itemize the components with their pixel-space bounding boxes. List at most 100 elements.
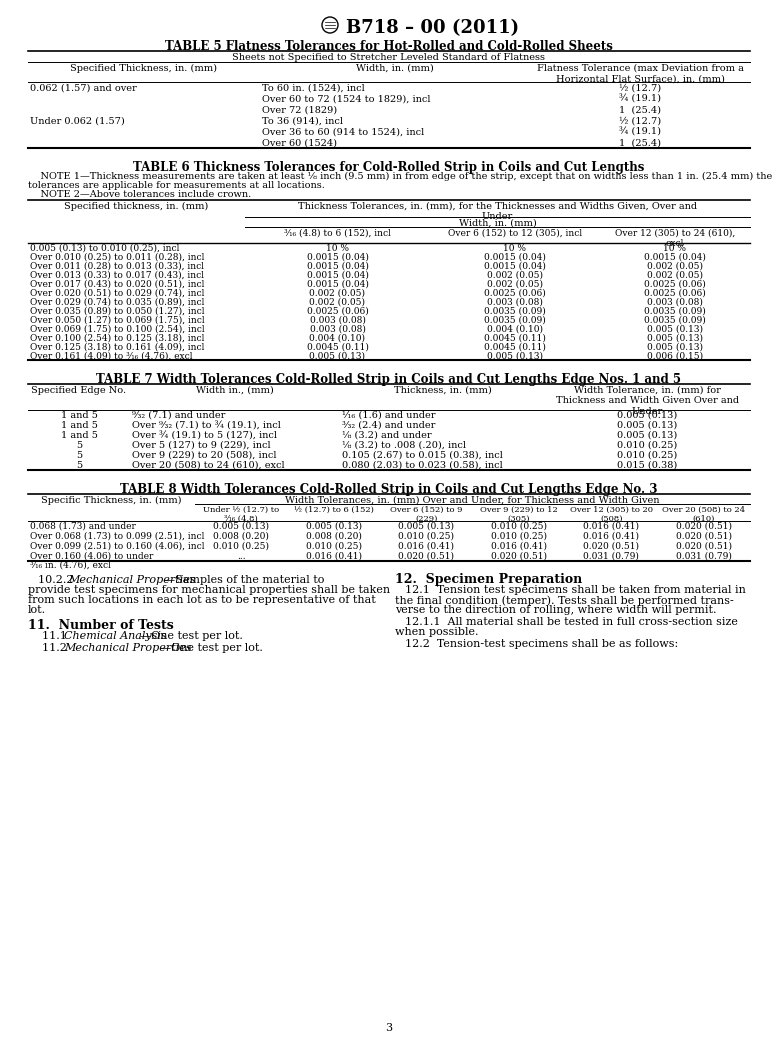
Text: Over 5 (127) to 9 (229), incl: Over 5 (127) to 9 (229), incl (132, 441, 271, 450)
Text: TABLE 8 Width Tolerances Cold-Rolled Strip in Coils and Cut Lengths Edge No. 3: TABLE 8 Width Tolerances Cold-Rolled Str… (121, 483, 657, 496)
Text: 0.031 (0.79): 0.031 (0.79) (584, 552, 640, 561)
Text: Under ½ (12.7) to
³⁄₁₆ (4.8): Under ½ (12.7) to ³⁄₁₆ (4.8) (203, 506, 279, 523)
Text: 0.068 (1.73) and under: 0.068 (1.73) and under (30, 522, 136, 531)
Text: 0.016 (0.41): 0.016 (0.41) (584, 532, 640, 541)
Text: 0.003 (0.08): 0.003 (0.08) (310, 325, 366, 334)
Text: from such locations in each lot as to be representative of that: from such locations in each lot as to be… (28, 595, 376, 605)
Text: 0.008 (0.20): 0.008 (0.20) (306, 532, 362, 541)
Text: 0.002 (0.05): 0.002 (0.05) (487, 271, 543, 280)
Text: Mechanical Properties: Mechanical Properties (68, 575, 195, 585)
Text: Over 60 (1524): Over 60 (1524) (262, 138, 337, 148)
Text: Under 0.062 (1.57): Under 0.062 (1.57) (30, 117, 124, 126)
Text: 0.0035 (0.09): 0.0035 (0.09) (644, 307, 706, 316)
Text: Over 60 to 72 (1524 to 1829), incl: Over 60 to 72 (1524 to 1829), incl (262, 95, 430, 103)
Text: ³⁄₃₂ (2.4) and under: ³⁄₃₂ (2.4) and under (342, 421, 436, 430)
Text: ½ (12.7): ½ (12.7) (619, 117, 661, 126)
Text: 0.010 (0.25): 0.010 (0.25) (491, 522, 547, 531)
Text: —One test per lot.: —One test per lot. (140, 631, 243, 641)
Text: 1 and 5: 1 and 5 (61, 411, 97, 420)
Text: ...: ... (237, 552, 246, 561)
Text: 0.016 (0.41): 0.016 (0.41) (306, 552, 362, 561)
Text: 0.0015 (0.04): 0.0015 (0.04) (644, 253, 706, 262)
Text: 0.002 (0.05): 0.002 (0.05) (310, 289, 366, 298)
Text: 0.0045 (0.11): 0.0045 (0.11) (484, 334, 546, 342)
Text: 5: 5 (76, 441, 82, 450)
Text: Mechanical Properties: Mechanical Properties (64, 643, 191, 653)
Text: NOTE 2—Above tolerances include crown.: NOTE 2—Above tolerances include crown. (28, 191, 251, 199)
Text: 5: 5 (76, 451, 82, 460)
Text: 0.003 (0.08): 0.003 (0.08) (310, 316, 366, 325)
Text: 0.0025 (0.06): 0.0025 (0.06) (484, 289, 546, 298)
Text: Over 0.161 (4.09) to ³⁄₁₆ (4.76), excl: Over 0.161 (4.09) to ³⁄₁₆ (4.76), excl (30, 352, 192, 361)
Text: NOTE 1—Thickness measurements are taken at least ⅛ inch (9.5 mm) in from edge of: NOTE 1—Thickness measurements are taken … (28, 172, 773, 181)
Text: ⁹⁄₃₂ (7.1) and under: ⁹⁄₃₂ (7.1) and under (132, 411, 226, 420)
Text: B718 – 00 (2011): B718 – 00 (2011) (346, 19, 519, 37)
Text: 0.005 (0.13): 0.005 (0.13) (306, 522, 362, 531)
Text: 0.020 (0.51): 0.020 (0.51) (676, 542, 732, 551)
Text: Over 9 (229) to 20 (508), incl: Over 9 (229) to 20 (508), incl (132, 451, 276, 460)
Text: 0.016 (0.41): 0.016 (0.41) (398, 542, 454, 551)
Text: Over 0.013 (0.33) to 0.017 (0.43), incl: Over 0.013 (0.33) to 0.017 (0.43), incl (30, 271, 204, 280)
Text: Over 0.050 (1.27) to 0.069 (1.75), incl: Over 0.050 (1.27) to 0.069 (1.75), incl (30, 316, 205, 325)
Text: ⅛ (3.2) to .008 (.20), incl: ⅛ (3.2) to .008 (.20), incl (342, 441, 466, 450)
Text: ³⁄₁₆ in. (4.76), excl: ³⁄₁₆ in. (4.76), excl (30, 561, 111, 570)
Text: Over 6 (152) to 12 (305), incl: Over 6 (152) to 12 (305), incl (448, 229, 582, 237)
Text: 11.1: 11.1 (42, 631, 74, 641)
Text: TABLE 5 Flatness Tolerances for Hot-Rolled and Cold-Rolled Sheets: TABLE 5 Flatness Tolerances for Hot-Roll… (165, 40, 613, 53)
Text: Specific Thickness, in. (mm): Specific Thickness, in. (mm) (41, 496, 182, 505)
Text: 0.010 (0.25): 0.010 (0.25) (491, 532, 547, 541)
Text: 12.2  Tension-test specimens shall be as follows:: 12.2 Tension-test specimens shall be as … (405, 639, 678, 649)
Text: Over 0.017 (0.43) to 0.020 (0.51), incl: Over 0.017 (0.43) to 0.020 (0.51), incl (30, 280, 205, 289)
Text: Over 0.160 (4.06) to under: Over 0.160 (4.06) to under (30, 552, 153, 561)
Text: 0.0025 (0.06): 0.0025 (0.06) (644, 289, 706, 298)
Text: 0.002 (0.05): 0.002 (0.05) (647, 271, 703, 280)
Text: 5: 5 (76, 461, 82, 469)
Text: 0.005 (0.13): 0.005 (0.13) (647, 325, 703, 334)
Text: Over 0.029 (0.74) to 0.035 (0.89), incl: Over 0.029 (0.74) to 0.035 (0.89), incl (30, 298, 205, 307)
Text: 0.010 (0.25): 0.010 (0.25) (213, 542, 269, 551)
Text: Over 12 (305) to 20
(508): Over 12 (305) to 20 (508) (569, 506, 653, 523)
Text: 0.005 (0.13): 0.005 (0.13) (487, 352, 543, 361)
Text: Specified thickness, in. (mm): Specified thickness, in. (mm) (65, 202, 209, 211)
Text: 0.004 (0.10): 0.004 (0.10) (310, 334, 366, 342)
Text: 0.016 (0.41): 0.016 (0.41) (584, 522, 640, 531)
Text: the final condition (temper). Tests shall be performed trans-: the final condition (temper). Tests shal… (395, 595, 734, 606)
Text: 3: 3 (385, 1023, 393, 1033)
Text: ½ (12.7): ½ (12.7) (619, 83, 661, 93)
Text: 0.020 (0.51): 0.020 (0.51) (676, 532, 732, 541)
Text: To 60 in. (1524), incl: To 60 in. (1524), incl (262, 83, 365, 93)
Text: Width in., (mm): Width in., (mm) (196, 386, 274, 395)
Text: Sheets not Specified to Stretcher Leveled Standard of Flatness: Sheets not Specified to Stretcher Levele… (233, 53, 545, 62)
Text: ¾ (19.1): ¾ (19.1) (619, 127, 661, 136)
Text: 0.005 (0.13): 0.005 (0.13) (310, 352, 366, 361)
Text: 1  (25.4): 1 (25.4) (619, 138, 661, 148)
Text: ½ (12.7) to 6 (152): ½ (12.7) to 6 (152) (294, 506, 373, 513)
Text: 0.062 (1.57) and over: 0.062 (1.57) and over (30, 83, 137, 93)
Text: 0.0035 (0.09): 0.0035 (0.09) (484, 316, 546, 325)
Text: —One test per lot.: —One test per lot. (160, 643, 263, 653)
Text: 0.0015 (0.04): 0.0015 (0.04) (484, 253, 546, 262)
Text: 0.0045 (0.11): 0.0045 (0.11) (307, 342, 369, 352)
Text: Width, in. (mm): Width, in. (mm) (356, 64, 434, 73)
Text: lot.: lot. (28, 605, 46, 615)
Text: 0.020 (0.51): 0.020 (0.51) (676, 522, 732, 531)
Text: 0.0025 (0.06): 0.0025 (0.06) (307, 307, 368, 316)
Text: 0.020 (0.51): 0.020 (0.51) (398, 552, 454, 561)
Text: TABLE 6 Thickness Tolerances for Cold-Rolled Strip in Coils and Cut Lengths: TABLE 6 Thickness Tolerances for Cold-Ro… (133, 161, 645, 174)
Text: TABLE 7 Width Tolerances Cold-Rolled Strip in Coils and Cut Lengths Edge Nos. 1 : TABLE 7 Width Tolerances Cold-Rolled Str… (96, 373, 682, 386)
Text: Chemical Analysis: Chemical Analysis (64, 631, 166, 641)
Text: 0.0035 (0.09): 0.0035 (0.09) (644, 316, 706, 325)
Text: 10 %: 10 % (503, 244, 527, 253)
Text: 0.002 (0.05): 0.002 (0.05) (647, 262, 703, 271)
Text: 10.2.2: 10.2.2 (38, 575, 77, 585)
Text: Over 6 (152) to 9
(229): Over 6 (152) to 9 (229) (390, 506, 462, 523)
Text: provide test specimens for mechanical properties shall be taken: provide test specimens for mechanical pr… (28, 585, 390, 595)
Text: Over 0.069 (1.75) to 0.100 (2.54), incl: Over 0.069 (1.75) to 0.100 (2.54), incl (30, 325, 205, 334)
Text: 0.0015 (0.04): 0.0015 (0.04) (484, 262, 546, 271)
Text: Over 0.020 (0.51) to 0.029 (0.74), incl: Over 0.020 (0.51) to 0.029 (0.74), incl (30, 289, 205, 298)
Text: 0.010 (0.25): 0.010 (0.25) (618, 451, 678, 460)
Text: 0.002 (0.05): 0.002 (0.05) (310, 298, 366, 307)
Text: Thickness, in. (mm): Thickness, in. (mm) (394, 386, 492, 395)
Text: —Samples of the material to: —Samples of the material to (164, 575, 324, 585)
Text: 0.0015 (0.04): 0.0015 (0.04) (307, 271, 369, 280)
